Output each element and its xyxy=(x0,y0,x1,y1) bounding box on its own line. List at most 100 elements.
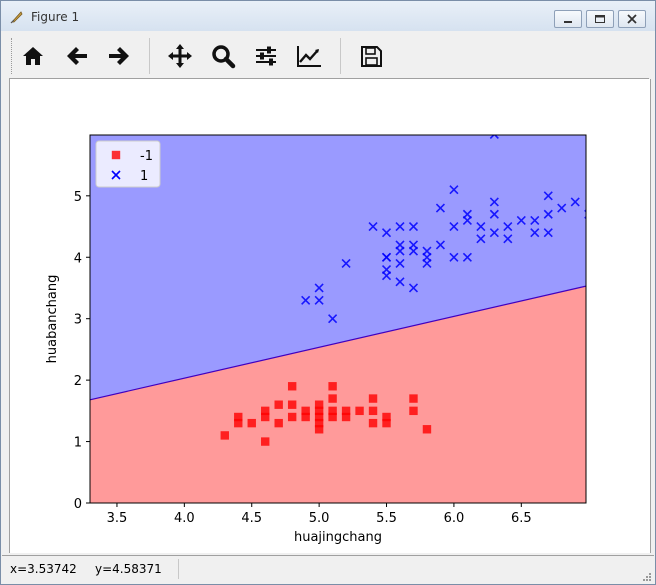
point-series1-10 xyxy=(381,252,392,262)
point-series1-30 xyxy=(462,252,472,262)
point-series1-43 xyxy=(543,228,553,238)
point-series1-29 xyxy=(462,215,472,225)
y-tick-label: 5 xyxy=(74,190,82,205)
title-bar[interactable]: Figure 1 xyxy=(1,1,655,31)
point-series1-45 xyxy=(557,203,567,213)
point-series0-28 xyxy=(368,394,378,403)
point-series1-24 xyxy=(435,203,446,213)
edit-axis-button[interactable] xyxy=(293,40,325,72)
point-series0-25 xyxy=(355,406,364,416)
decision-boundary-line xyxy=(89,285,587,401)
toolbar-separator xyxy=(340,38,341,74)
point-series0-4 xyxy=(261,437,270,446)
point-series1-1 xyxy=(314,295,324,305)
point-series0-6 xyxy=(261,406,270,416)
point-series0-12 xyxy=(301,412,310,422)
point-series0-2 xyxy=(234,418,243,428)
minimize-icon xyxy=(564,21,572,23)
point-series1-46 xyxy=(570,197,580,207)
figure-canvas[interactable]: 3.5 4.0 4.5 5.0 5.5 6.0 6.5 0 1 2 3 4 5 huajingchang h… xyxy=(9,79,651,553)
point-series1-16 xyxy=(408,221,419,232)
point-series0-20 xyxy=(328,406,337,416)
zoom-button[interactable] xyxy=(207,40,239,72)
point-series1-42 xyxy=(543,209,553,219)
y-axis-label: huabanchang xyxy=(45,275,60,364)
point-series0-17 xyxy=(314,406,324,416)
point-series1-4 xyxy=(341,258,351,268)
x-tick-label: 4.0 xyxy=(174,511,195,526)
point-series1-27 xyxy=(449,252,459,262)
window-title: Figure 1 xyxy=(31,10,80,24)
point-series1-33 xyxy=(489,209,499,219)
point-series1-35 xyxy=(489,197,499,207)
point-series0-10 xyxy=(287,400,297,409)
point-series0-26 xyxy=(368,418,378,428)
scatter-chart[interactable]: 3.5 4.0 4.5 5.0 5.5 6.0 6.5 0 1 2 3 4 5 huajingchang h… xyxy=(10,79,650,553)
sliders-icon xyxy=(256,46,276,66)
point-series1-22 xyxy=(422,258,432,268)
minimize-button[interactable] xyxy=(554,10,582,28)
point-series1-9 xyxy=(381,271,392,281)
resize-grip-icon[interactable] xyxy=(641,571,651,581)
point-series0-9 xyxy=(287,412,297,422)
point-series1-15 xyxy=(395,277,405,287)
close-button[interactable] xyxy=(618,10,646,28)
point-series1-38 xyxy=(503,234,513,244)
home-icon xyxy=(23,47,43,65)
point-series1-32 xyxy=(476,234,486,244)
status-separator xyxy=(178,559,179,579)
point-series1-37 xyxy=(503,221,513,232)
data-points xyxy=(220,135,586,446)
point-series0-30 xyxy=(382,412,391,422)
arrow-left-icon xyxy=(67,47,87,65)
point-series0-31 xyxy=(409,406,418,416)
point-series0-0 xyxy=(220,431,229,440)
point-series1-11 xyxy=(395,221,405,232)
point-series0-7 xyxy=(274,418,283,428)
save-button[interactable] xyxy=(355,40,387,72)
y-tick-label: 4 xyxy=(74,251,82,266)
feather-icon xyxy=(10,11,23,24)
floppy-disk-icon xyxy=(361,46,382,67)
point-series0-22 xyxy=(328,382,337,391)
point-series1-14 xyxy=(395,258,405,268)
point-series0-1 xyxy=(234,412,243,422)
point-series1-2 xyxy=(314,283,324,293)
forward-button[interactable] xyxy=(103,40,135,72)
status-y-coordinate: y=4.58371 xyxy=(95,562,162,576)
point-series0-21 xyxy=(328,394,337,403)
point-series1-36 xyxy=(489,135,499,139)
point-series0-19 xyxy=(328,412,337,422)
toolbar-grip[interactable] xyxy=(11,38,15,74)
x-tick-label: 3.5 xyxy=(107,511,128,526)
point-series0-29 xyxy=(382,418,391,428)
point-series0-27 xyxy=(368,406,378,416)
point-series1-39 xyxy=(516,215,526,225)
home-button[interactable] xyxy=(17,40,49,72)
point-series1-23 xyxy=(435,240,446,250)
point-series1-25 xyxy=(449,221,459,232)
arrow-right-icon xyxy=(109,47,129,65)
point-series1-13 xyxy=(395,246,405,256)
point-series1-44 xyxy=(543,191,553,201)
point-series0-24 xyxy=(341,406,351,416)
y-tick-label: 0 xyxy=(74,497,82,512)
point-series0-3 xyxy=(247,418,256,428)
pan-button[interactable] xyxy=(164,40,196,72)
point-series0-16 xyxy=(314,412,324,422)
maximize-icon xyxy=(595,15,605,23)
x-tick-label: 4.5 xyxy=(241,511,262,526)
y-tick-label: 1 xyxy=(74,436,82,451)
point-series1-0 xyxy=(301,295,311,305)
point-series0-13 xyxy=(301,406,310,416)
x-axis-label: huajingchang xyxy=(294,530,382,545)
decision-region-positive xyxy=(90,135,586,400)
maximize-button[interactable] xyxy=(586,10,614,28)
point-series0-18 xyxy=(314,400,324,409)
status-x-coordinate: x=3.53742 xyxy=(10,562,77,576)
point-series1-31 xyxy=(476,221,486,232)
configure-subplots-button[interactable] xyxy=(250,40,282,72)
back-button[interactable] xyxy=(61,40,93,72)
point-series0-8 xyxy=(274,400,283,409)
